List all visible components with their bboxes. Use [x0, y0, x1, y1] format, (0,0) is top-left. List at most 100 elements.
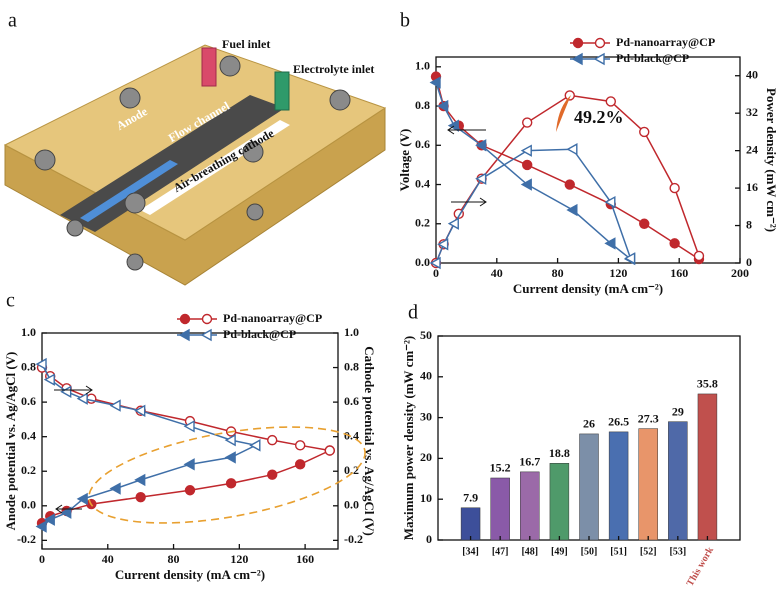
legend-marker — [201, 313, 213, 325]
y2-tick-label: 0.2 — [344, 463, 359, 477]
y2-tick-label: 0.4 — [344, 428, 359, 442]
point — [639, 126, 650, 138]
point — [564, 90, 575, 101]
y-tick-label: 10 — [420, 491, 432, 505]
bar — [490, 477, 510, 541]
y2-tick-label: 0.6 — [344, 394, 359, 408]
legend-marker — [593, 52, 605, 66]
series-line — [41, 367, 330, 452]
point — [224, 433, 236, 447]
point — [520, 178, 532, 191]
point — [522, 117, 533, 128]
x-tick-label: [53] — [669, 546, 686, 557]
y-tick-label: 0.6 — [415, 137, 430, 151]
y-tick-label: 30 — [420, 409, 432, 423]
bar — [668, 421, 688, 541]
x-tick-label: 160 — [296, 552, 314, 566]
indicator-arrow — [447, 125, 486, 135]
bolts — [34, 55, 351, 271]
legend-marker — [200, 328, 212, 342]
y-axis-title: Anode potential vs. Ag/AgCl (V) — [3, 352, 18, 531]
point — [693, 250, 705, 262]
point — [566, 143, 578, 156]
point — [76, 492, 88, 506]
y-tick-label: 0.2 — [21, 463, 36, 477]
point — [60, 385, 72, 398]
x-axis-title: Current density (mA cm⁻²) — [115, 567, 265, 582]
series-line — [41, 444, 257, 528]
point — [249, 439, 261, 452]
value-label: 26 — [583, 417, 595, 431]
indicator-arrow — [451, 197, 487, 207]
point — [267, 434, 278, 446]
y-tick-label: 0.8 — [21, 359, 36, 373]
point — [294, 459, 306, 470]
point — [183, 458, 195, 471]
point — [35, 520, 47, 533]
electrolyte-tube — [274, 71, 290, 111]
panel-label: d — [408, 302, 418, 324]
panel-label: b — [400, 10, 410, 32]
point — [43, 513, 55, 526]
series-line — [435, 148, 632, 264]
point — [669, 182, 680, 194]
y2-tick-label: 1.0 — [344, 325, 359, 339]
series-line — [41, 449, 331, 524]
value-label: 35.8 — [697, 377, 718, 391]
y-tick-label: 0.4 — [415, 176, 430, 190]
bar — [520, 471, 540, 541]
x-tick-label: 200 — [731, 266, 749, 280]
series-line — [41, 363, 256, 447]
value-label: 26.5 — [608, 415, 629, 429]
x-axis-title: Current density (mA cm⁻²) — [513, 281, 663, 296]
legend-marker — [594, 37, 606, 49]
legend-marker — [179, 313, 191, 325]
legend-marker — [572, 37, 584, 49]
y2-tick-label: -0.2 — [344, 532, 363, 546]
y-tick-label: 0 — [426, 532, 432, 546]
point — [447, 217, 459, 230]
value-label: 29 — [672, 404, 684, 418]
value-label: 7.9 — [463, 491, 478, 505]
y-tick-label: 0.0 — [21, 498, 36, 512]
value-label: 15.2 — [490, 461, 511, 475]
y2-tick-label: 0.0 — [344, 498, 359, 512]
point — [605, 96, 616, 107]
point — [183, 420, 195, 433]
x-tick-label: 160 — [670, 266, 688, 280]
x-tick-label: 120 — [230, 552, 248, 566]
y-tick-label: 0.8 — [415, 98, 430, 112]
fuel-tube — [201, 47, 217, 87]
y-tick-label: -0.2 — [17, 532, 36, 546]
bar — [460, 507, 481, 541]
point — [522, 159, 533, 171]
annotation-arrow — [556, 95, 571, 132]
point — [109, 399, 121, 412]
legend-marker — [571, 52, 583, 66]
point — [60, 506, 72, 519]
point — [76, 392, 88, 405]
point — [475, 172, 487, 185]
plot-frame — [41, 332, 339, 550]
legend-label: Pd-nanoarray@CP — [223, 311, 322, 325]
y-tick-label: 40 — [420, 369, 432, 383]
y2-tick-label: 16 — [746, 180, 758, 194]
point — [109, 482, 121, 495]
y-tick-label: 0.4 — [21, 428, 36, 442]
point — [564, 179, 575, 190]
x-tick-label: [51] — [610, 546, 627, 557]
x-tick-label: 80 — [552, 266, 564, 280]
value-label: 18.8 — [549, 446, 570, 460]
indicator-arrow — [55, 504, 82, 514]
y-tick-label: 50 — [420, 328, 432, 342]
value-label: 27.3 — [638, 411, 659, 425]
x-tick-label: 40 — [491, 266, 503, 280]
point — [604, 195, 616, 209]
bar — [608, 431, 629, 541]
point — [520, 144, 532, 157]
y-axis-title: Maximum power density (mW cm⁻²) — [401, 336, 416, 541]
x-tick-label: 40 — [102, 552, 114, 566]
series-line — [435, 76, 700, 260]
